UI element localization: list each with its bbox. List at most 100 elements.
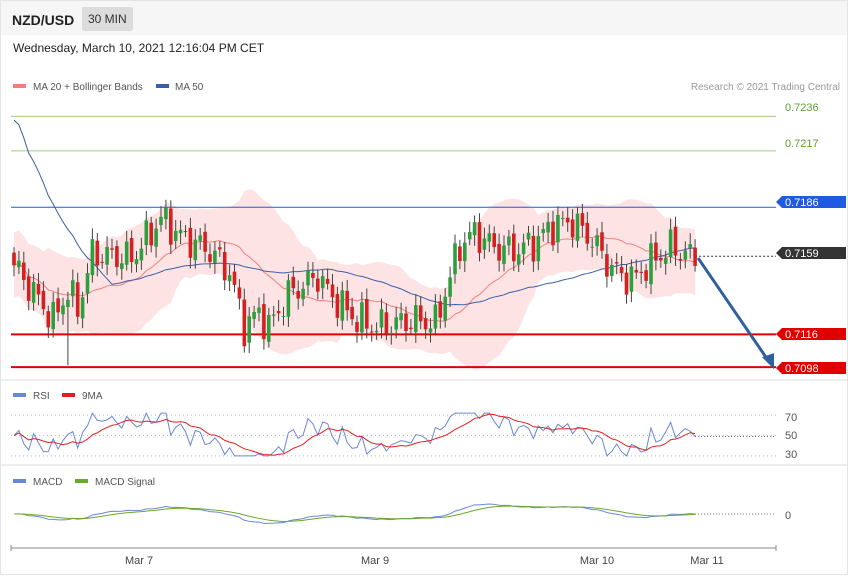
candle-body [423, 318, 428, 330]
candle-body [355, 322, 359, 332]
candle-body [654, 242, 658, 261]
instrument-title: NZD/USD [12, 12, 75, 28]
timestamp: Wednesday, March 10, 2021 12:16:04 PM CE… [13, 41, 265, 55]
candle-body [629, 266, 634, 292]
timeframe-button[interactable]: 30 MIN [82, 7, 133, 31]
candle-body [688, 244, 692, 248]
candle-body [252, 311, 256, 319]
candle-body [433, 304, 438, 329]
candle-body [463, 242, 467, 262]
candle-body [51, 301, 55, 330]
candle-body [31, 282, 36, 303]
candle-body [673, 226, 678, 256]
candle-body [575, 213, 580, 241]
candle-body [257, 307, 261, 313]
level-label-0.7116: 0.7116 [785, 329, 818, 341]
candle-body [487, 233, 492, 242]
candle-body [188, 227, 193, 258]
legend-swatch-macd [13, 479, 26, 483]
candle-body [115, 246, 119, 267]
candle-body [663, 257, 668, 264]
level-label-0.7217: 0.7217 [785, 138, 819, 150]
candle-body [365, 298, 369, 329]
candle-body [668, 229, 673, 257]
candle-body [26, 276, 31, 301]
candle-body [17, 260, 21, 268]
candle-body [154, 228, 158, 247]
x-tick-label: Mar 10 [580, 555, 614, 567]
candle-body [247, 316, 251, 343]
ma50-line [13, 119, 696, 306]
candle-body [526, 232, 531, 240]
top-bar: NZD/USD 30 MIN [0, 0, 848, 35]
candle-body [149, 222, 153, 246]
candle-body [232, 271, 237, 285]
x-tick-label: Mar 7 [125, 555, 153, 567]
candle-body [41, 290, 46, 310]
forecast-arrow-shaft [696, 257, 772, 364]
candle-body [85, 273, 90, 294]
candle-body [335, 293, 340, 318]
candle-body [90, 239, 95, 276]
candle-body [570, 219, 575, 238]
candle-body [443, 296, 447, 321]
candle-body [242, 299, 247, 347]
candle-body [301, 288, 305, 300]
candle-body [286, 280, 291, 317]
candle-body [516, 254, 521, 265]
candle-body [531, 235, 536, 262]
candle-body [134, 259, 139, 265]
candle-body [71, 280, 75, 297]
candle-body [414, 305, 418, 333]
forecast-arrow-head [762, 353, 774, 370]
legend-swatch-ma50 [156, 84, 169, 88]
legend-label-bb: MA 20 + Bollinger Bands [33, 82, 143, 93]
candle-body [183, 231, 188, 233]
candle-body [399, 313, 403, 321]
candle-body [644, 270, 648, 281]
candle-body [605, 254, 609, 277]
candle-body [502, 245, 506, 264]
candle-body [467, 232, 472, 240]
candle-body [693, 247, 697, 266]
legend-swatch-rsi [13, 393, 26, 397]
x-tick-label: Mar 9 [361, 555, 389, 567]
candle-body [105, 246, 109, 265]
candle-body [56, 298, 60, 313]
candle-body [198, 235, 202, 241]
candle-body [561, 218, 565, 220]
candle-body [340, 290, 345, 321]
candle-body [12, 252, 16, 266]
candle-body [458, 246, 462, 262]
candle-body [369, 331, 374, 333]
candle-body [512, 233, 516, 262]
bollinger-band-fill [14, 189, 696, 370]
level-tag-current [776, 247, 846, 259]
candle-body [649, 243, 653, 285]
candle-body [482, 238, 487, 250]
candle-body [683, 250, 688, 260]
candle-body [590, 246, 594, 248]
candle-body [472, 222, 477, 236]
candle-body [46, 311, 51, 328]
rsi-panel [11, 411, 776, 457]
price-panel [11, 115, 776, 370]
legend-label-rsi: RSI [33, 391, 50, 402]
candle-body [507, 236, 511, 246]
candle-body [453, 243, 457, 275]
candle-body [360, 302, 364, 333]
candle-body [75, 282, 80, 317]
candle-body [311, 272, 315, 278]
candle-body [350, 306, 354, 320]
rsi-level-50: 50 [785, 430, 797, 442]
candle-body [374, 330, 379, 333]
legend-swatch-9ma [62, 393, 75, 397]
x-tick-label: Mar 11 [690, 555, 723, 567]
legend-label-macd: MACD [33, 477, 62, 488]
ma20-line [13, 235, 696, 322]
rsi-level-70: 70 [785, 412, 797, 424]
candle-body [404, 313, 408, 331]
candle-body [178, 229, 183, 234]
chart-frame [0, 35, 848, 575]
candle-body [536, 236, 541, 262]
